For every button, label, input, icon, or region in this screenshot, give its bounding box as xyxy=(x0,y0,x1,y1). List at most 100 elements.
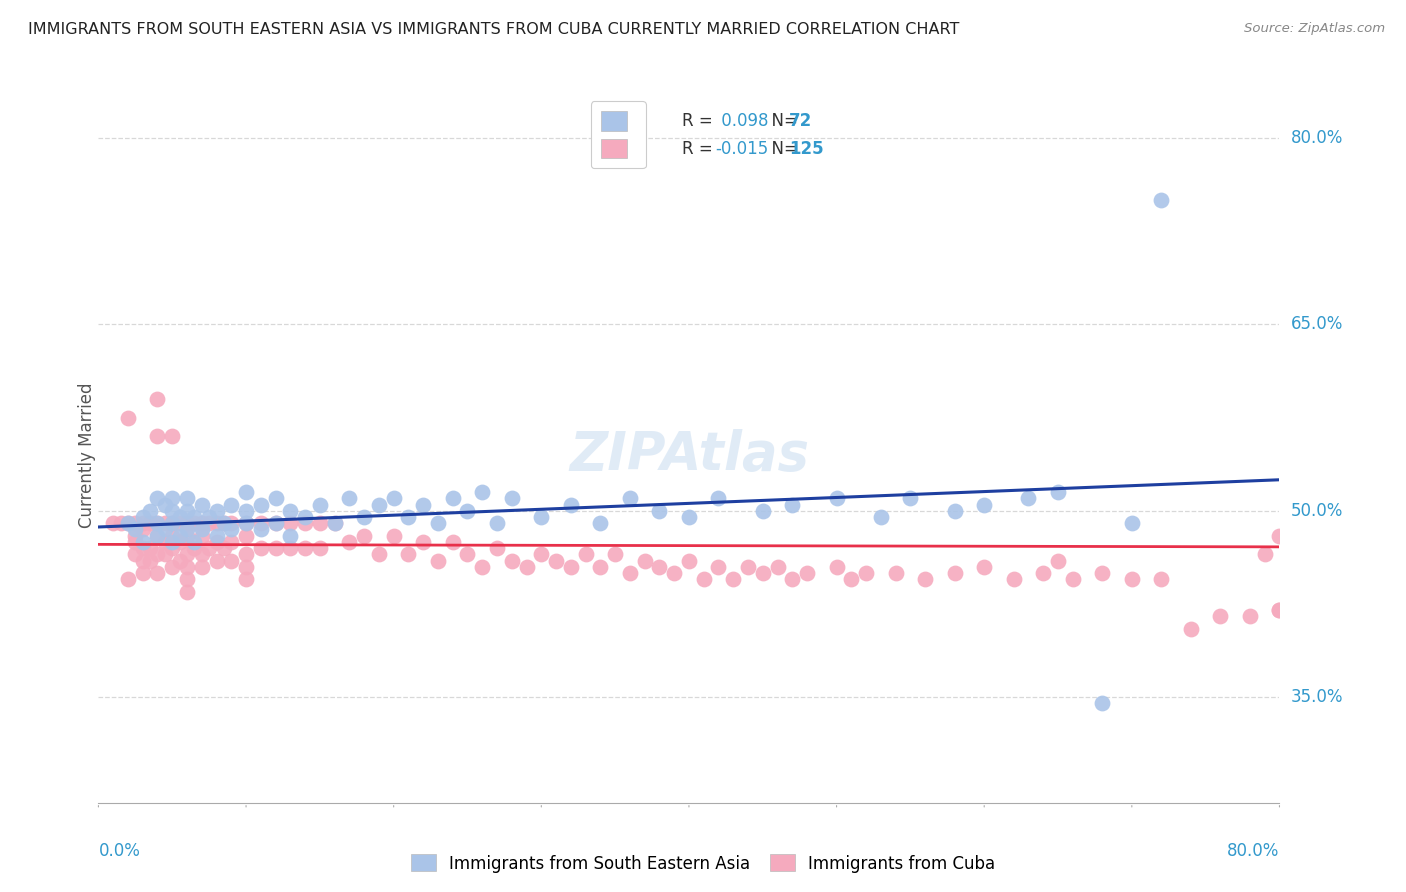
Text: 125: 125 xyxy=(789,140,824,158)
Point xyxy=(471,485,494,500)
Point xyxy=(191,523,214,537)
Text: 0.0%: 0.0% xyxy=(98,842,141,860)
Point xyxy=(221,498,243,512)
Point xyxy=(664,566,686,580)
Point xyxy=(516,559,538,574)
Point xyxy=(486,516,509,531)
Point xyxy=(1150,572,1173,586)
Point xyxy=(191,529,214,543)
Point xyxy=(212,516,235,531)
Point xyxy=(1254,547,1277,561)
Point xyxy=(235,516,257,531)
Point xyxy=(457,504,479,518)
Point xyxy=(221,523,243,537)
Point xyxy=(146,516,169,531)
Point xyxy=(900,491,922,506)
Point xyxy=(560,559,582,574)
Point xyxy=(146,429,169,443)
Point xyxy=(870,510,893,524)
Point xyxy=(162,516,183,531)
Point xyxy=(132,523,155,537)
Point xyxy=(221,534,243,549)
Point xyxy=(183,541,205,555)
Point xyxy=(280,516,302,531)
Point xyxy=(943,504,966,518)
Point xyxy=(280,529,302,543)
Point xyxy=(205,534,228,549)
Point xyxy=(914,572,936,586)
Point xyxy=(1018,491,1040,506)
Point xyxy=(648,559,671,574)
Point xyxy=(124,523,146,537)
Point xyxy=(235,547,257,561)
Point xyxy=(191,547,214,561)
Point xyxy=(191,559,214,574)
Point xyxy=(153,516,176,531)
Text: Source: ZipAtlas.com: Source: ZipAtlas.com xyxy=(1244,22,1385,36)
Point xyxy=(368,498,391,512)
Point xyxy=(693,572,716,586)
Point xyxy=(1268,603,1291,617)
Point xyxy=(139,541,162,555)
Point xyxy=(212,516,235,531)
Point xyxy=(382,529,405,543)
Text: ZIPAtlas: ZIPAtlas xyxy=(569,429,808,481)
Point xyxy=(280,504,302,518)
Point xyxy=(1091,697,1114,711)
Point xyxy=(162,541,183,555)
Point xyxy=(560,498,582,512)
Point xyxy=(1268,529,1291,543)
Point xyxy=(146,566,169,580)
Point xyxy=(309,541,332,555)
Point xyxy=(169,516,191,531)
Point xyxy=(146,491,169,506)
Text: 80.0%: 80.0% xyxy=(1227,842,1279,860)
Point xyxy=(973,498,995,512)
Point xyxy=(146,547,169,561)
Point xyxy=(162,504,183,518)
Point xyxy=(1268,603,1291,617)
Point xyxy=(250,516,273,531)
Point xyxy=(124,529,146,543)
Point xyxy=(619,566,641,580)
Point xyxy=(205,516,228,531)
Point xyxy=(153,498,176,512)
Point xyxy=(309,498,332,512)
Point xyxy=(250,498,273,512)
Point xyxy=(575,547,598,561)
Point xyxy=(855,566,877,580)
Text: 0.098: 0.098 xyxy=(716,112,768,130)
Point xyxy=(441,534,464,549)
Point xyxy=(530,510,553,524)
Point xyxy=(648,504,671,518)
Point xyxy=(264,541,287,555)
Text: IMMIGRANTS FROM SOUTH EASTERN ASIA VS IMMIGRANTS FROM CUBA CURRENTLY MARRIED COR: IMMIGRANTS FROM SOUTH EASTERN ASIA VS IM… xyxy=(28,22,959,37)
Point xyxy=(162,516,183,531)
Point xyxy=(339,534,361,549)
Point xyxy=(176,504,198,518)
Point xyxy=(191,498,214,512)
Text: 65.0%: 65.0% xyxy=(1291,316,1343,334)
Point xyxy=(678,510,700,524)
Point xyxy=(169,534,191,549)
Y-axis label: Currently Married: Currently Married xyxy=(79,382,96,528)
Point xyxy=(546,553,568,567)
Point xyxy=(146,516,169,531)
Point xyxy=(117,572,139,586)
Point xyxy=(841,572,863,586)
Point xyxy=(323,516,346,531)
Point xyxy=(198,516,221,531)
Point xyxy=(501,491,523,506)
Point xyxy=(169,510,191,524)
Point xyxy=(124,534,146,549)
Point xyxy=(221,516,243,531)
Point xyxy=(183,534,205,549)
Point xyxy=(250,523,273,537)
Point xyxy=(132,541,155,555)
Point xyxy=(752,504,775,518)
Point xyxy=(183,510,205,524)
Point xyxy=(235,559,257,574)
Point xyxy=(1002,572,1025,586)
Point xyxy=(323,516,346,531)
Point xyxy=(501,553,523,567)
